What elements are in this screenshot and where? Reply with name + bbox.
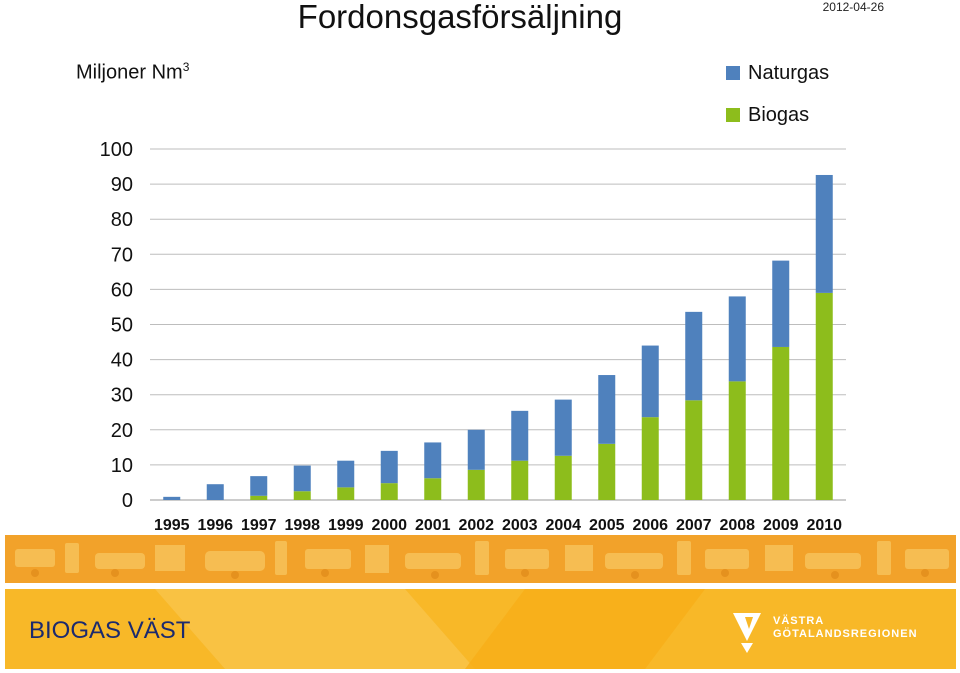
y-axis-unit-label: Miljoner Nm3 [76,60,189,85]
vastra-gotalandsregionen-logo [733,613,761,653]
x-tick-label: 1998 [284,517,320,534]
bar-biogas-2006 [641,417,659,500]
y-tick-label: 30 [111,385,133,407]
y-tick-label: 0 [122,490,133,512]
x-tick-label: 2010 [806,517,842,534]
bar-naturgas-2010 [815,174,833,293]
legend-swatch-biogas [726,108,740,122]
legend-item-naturgas: Naturgas [726,52,829,94]
y-axis-unit-superscript: 3 [182,60,190,74]
partner-logo-line1: VÄSTRA [773,615,825,627]
bar-biogas-2000 [380,483,398,500]
chart-legend: Naturgas Biogas [726,52,829,136]
bar-biogas-1999 [337,487,355,500]
y-tick-label: 40 [111,350,133,372]
bar-naturgas-2000 [380,450,398,484]
x-tick-label: 1997 [241,517,277,534]
bar-biogas-1997 [250,495,268,500]
y-tick-label: 60 [111,279,133,301]
x-tick-label: 2001 [415,517,451,534]
bar-biogas-1998 [293,491,311,500]
legend-swatch-naturgas [726,66,740,80]
legend-label-biogas: Biogas [748,103,810,126]
bar-biogas-2007 [685,400,703,500]
partner-logo-line2: GÖTALANDSREGIONEN [773,628,918,640]
legend-label-naturgas: Naturgas [748,61,830,84]
bar-naturgas-1998 [293,465,311,492]
bar-naturgas-1997 [250,476,268,496]
bar-biogas-2005 [598,443,616,500]
bar-biogas-2009 [772,346,790,500]
footer-bar: BIOGAS VÄST VÄSTRA GÖTALANDSREGIONEN [5,589,956,669]
slide-title: Fordonsgasförsäljning [297,0,623,35]
organization-name: BIOGAS VÄST [29,617,191,644]
bar-biogas-2004 [554,455,572,500]
bar-naturgas-1996 [206,484,224,500]
y-tick-label: 70 [111,244,133,266]
decorative-banner-strip [5,535,956,583]
bar-naturgas-2006 [641,345,659,418]
y-tick-label: 10 [111,455,133,477]
partner-logo-text: VÄSTRA GÖTALANDSREGIONEN [773,615,918,641]
x-tick-label: 2003 [502,517,538,534]
bar-naturgas-2002 [467,429,485,470]
footer-background-shapes [5,589,956,669]
x-tick-label: 2009 [763,517,799,534]
x-tick-label: 2006 [632,517,668,534]
x-tick-label: 2008 [719,517,755,534]
x-tick-label: 1999 [328,517,364,534]
y-tick-label: 50 [111,315,133,337]
bar-naturgas-2007 [685,311,703,401]
bar-naturgas-1995 [163,496,181,500]
bar-naturgas-2005 [598,375,616,444]
y-tick-label: 100 [100,139,133,161]
legend-item-biogas: Biogas [726,94,829,136]
stacked-bar-chart: 0 10 20 30 40 50 60 70 80 90 100 1995 1996 1997 1998 19… [100,139,846,534]
bar-naturgas-2004 [554,399,572,456]
y-axis-unit-text: Miljoner Nm [76,61,183,84]
vehicle-silhouettes-illustration [5,535,956,583]
x-tick-label: 2002 [458,517,494,534]
bar-biogas-2001 [424,478,442,500]
bar-naturgas-2003 [511,410,529,461]
x-tick-label: 2004 [545,517,581,534]
bar-biogas-2002 [467,469,485,500]
x-tick-label: 1996 [197,517,233,534]
x-tick-label: 2005 [589,517,625,534]
y-tick-label: 20 [111,420,133,442]
bar-naturgas-2008 [728,296,746,382]
y-tick-label: 90 [111,174,133,196]
bar-biogas-2008 [728,381,746,500]
bar-naturgas-2009 [772,260,790,347]
bar-naturgas-2001 [424,442,442,479]
slide-date: 2012-04-26 [822,0,884,14]
x-tick-label: 2007 [676,517,712,534]
bar-biogas-2010 [815,292,833,500]
bar-biogas-2003 [511,460,529,500]
x-tick-label: 2000 [371,517,407,534]
bar-naturgas-1999 [337,460,355,488]
x-tick-label: 1995 [154,517,190,534]
y-tick-label: 80 [111,209,133,231]
